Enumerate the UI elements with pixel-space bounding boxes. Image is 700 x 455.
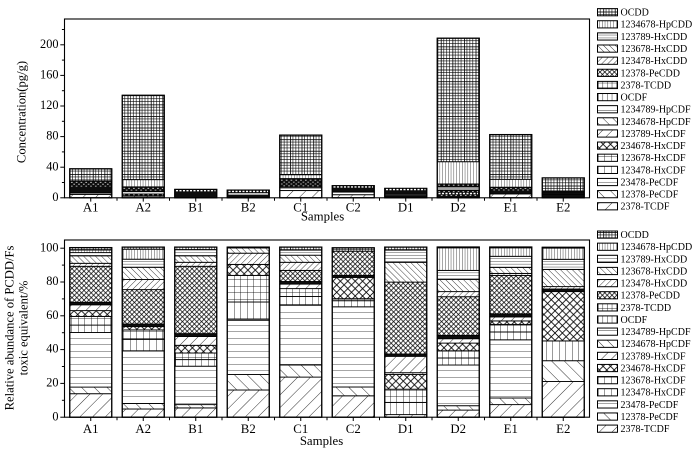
svg-text:toxic equivalent/%: toxic equivalent/% xyxy=(17,280,31,375)
svg-text:OCDD: OCDD xyxy=(621,230,649,241)
svg-text:1234789-HpCDF: 1234789-HpCDF xyxy=(621,327,691,338)
svg-text:12378-PeCDF: 12378-PeCDF xyxy=(621,412,679,423)
svg-text:D2: D2 xyxy=(450,201,466,215)
svg-text:A2: A2 xyxy=(135,201,151,215)
svg-text:E1: E1 xyxy=(504,201,518,215)
svg-text:123789-HxCDF: 123789-HxCDF xyxy=(621,351,686,362)
svg-text:12378-PeCDD: 12378-PeCDD xyxy=(621,291,680,302)
svg-text:D2: D2 xyxy=(450,422,466,436)
svg-text:123478-HxCDD: 123478-HxCDD xyxy=(621,56,688,67)
svg-text:123678-HxCDF: 123678-HxCDF xyxy=(621,153,686,164)
svg-text:1234678-HpCDF: 1234678-HpCDF xyxy=(621,117,691,128)
svg-text:1234678-HpCDD: 1234678-HpCDD xyxy=(621,242,693,253)
svg-text:A1: A1 xyxy=(83,201,99,215)
svg-text:0: 0 xyxy=(52,190,58,204)
svg-text:A2: A2 xyxy=(135,422,151,436)
svg-text:200: 200 xyxy=(40,37,58,51)
svg-text:123789-HxCDD: 123789-HxCDD xyxy=(621,32,688,43)
svg-text:C1: C1 xyxy=(293,201,308,215)
svg-text:80: 80 xyxy=(46,129,58,143)
svg-text:B2: B2 xyxy=(241,422,256,436)
svg-text:E2: E2 xyxy=(556,201,570,215)
svg-text:Relative abundance of PCDD/Fs: Relative abundance of PCDD/Fs xyxy=(3,246,17,411)
svg-text:12378-PeCDD: 12378-PeCDD xyxy=(621,68,680,79)
svg-text:2378-TCDF: 2378-TCDF xyxy=(621,202,670,213)
svg-text:120: 120 xyxy=(40,98,58,112)
svg-text:E2: E2 xyxy=(556,422,570,436)
svg-text:80: 80 xyxy=(46,274,58,288)
svg-text:D1: D1 xyxy=(398,201,414,215)
svg-text:Samples: Samples xyxy=(301,210,344,224)
svg-text:12378-PeCDF: 12378-PeCDF xyxy=(621,190,679,201)
svg-text:234678-HxCDF: 234678-HxCDF xyxy=(621,363,686,374)
svg-text:2378-TCDD: 2378-TCDD xyxy=(621,80,672,91)
svg-text:123478-HxCDD: 123478-HxCDD xyxy=(621,279,688,290)
svg-text:0: 0 xyxy=(52,409,58,423)
svg-text:C2: C2 xyxy=(346,201,361,215)
svg-text:B1: B1 xyxy=(188,422,203,436)
svg-text:2378-TCDD: 2378-TCDD xyxy=(621,303,672,314)
svg-text:OCDD: OCDD xyxy=(621,8,649,19)
svg-text:123678-HxCDF: 123678-HxCDF xyxy=(621,376,686,387)
svg-text:A1: A1 xyxy=(83,422,99,436)
svg-text:23478-PeCDF: 23478-PeCDF xyxy=(621,177,679,188)
svg-text:B2: B2 xyxy=(241,201,256,215)
svg-text:C2: C2 xyxy=(346,422,361,436)
svg-text:20: 20 xyxy=(46,376,58,390)
svg-text:123789-HxCDF: 123789-HxCDF xyxy=(621,129,686,140)
svg-text:23478-PeCDF: 23478-PeCDF xyxy=(621,400,679,411)
svg-text:2378-TCDF: 2378-TCDF xyxy=(621,424,670,435)
svg-text:B1: B1 xyxy=(188,201,203,215)
svg-text:E1: E1 xyxy=(504,422,518,436)
svg-text:123478-HxCDF: 123478-HxCDF xyxy=(621,388,686,399)
svg-text:123678-HxCDD: 123678-HxCDD xyxy=(621,44,688,55)
svg-text:1234678-HpCDD: 1234678-HpCDD xyxy=(621,20,693,31)
svg-text:123678-HxCDD: 123678-HxCDD xyxy=(621,266,688,277)
svg-text:Concentration(pg/g): Concentration(pg/g) xyxy=(15,61,29,163)
svg-text:OCDF: OCDF xyxy=(621,315,648,326)
svg-text:234678-HxCDF: 234678-HxCDF xyxy=(621,141,686,152)
svg-text:1234789-HpCDF: 1234789-HpCDF xyxy=(621,105,691,116)
svg-text:Samples: Samples xyxy=(300,434,343,448)
svg-text:123789-HxCDD: 123789-HxCDD xyxy=(621,254,688,265)
svg-text:40: 40 xyxy=(46,342,58,356)
svg-text:100: 100 xyxy=(40,240,58,254)
svg-text:C1: C1 xyxy=(293,422,308,436)
svg-text:OCDF: OCDF xyxy=(621,93,648,104)
svg-text:123478-HxCDF: 123478-HxCDF xyxy=(621,165,686,176)
svg-text:D1: D1 xyxy=(398,422,414,436)
svg-text:160: 160 xyxy=(40,68,58,82)
svg-text:1234678-HpCDF: 1234678-HpCDF xyxy=(621,339,691,350)
svg-text:40: 40 xyxy=(46,159,58,173)
svg-text:60: 60 xyxy=(46,308,58,322)
